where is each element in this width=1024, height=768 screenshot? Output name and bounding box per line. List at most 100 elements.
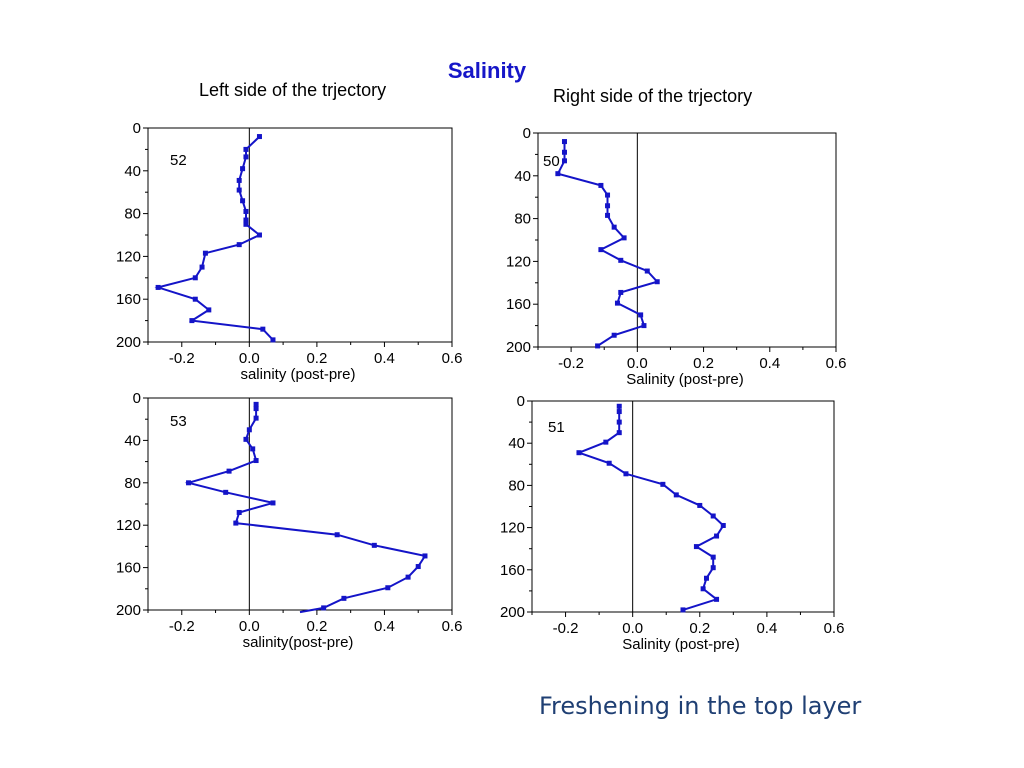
data-point	[611, 332, 617, 338]
data-point	[199, 264, 205, 270]
data-point	[714, 596, 720, 602]
data-point	[561, 139, 567, 145]
data-point	[385, 585, 391, 591]
data-point	[605, 203, 611, 209]
y-tick-label: 80	[124, 475, 141, 492]
data-point	[243, 217, 249, 223]
data-point	[243, 436, 249, 442]
data-point	[710, 554, 716, 560]
x-tick-label: 0.0	[239, 618, 260, 635]
station-label: 52	[170, 152, 187, 169]
y-tick-label: 80	[124, 206, 141, 223]
data-point	[243, 208, 249, 214]
chart-53: 0 40 80 120 160 200 -0.2 0.0 0.2 0.4 0.6 salinity(p…	[116, 390, 462, 651]
right-side-heading: Right side of the trjectory	[553, 86, 753, 106]
data-point	[720, 522, 726, 528]
data-point	[321, 605, 327, 611]
data-point	[680, 607, 686, 613]
chart-52: 0 40 80 120 160 200 -0.2 0.0 0.2 0.4 0.6 salinity (…	[116, 120, 462, 383]
data-point	[236, 242, 242, 248]
series-line	[576, 406, 725, 611]
data-point	[186, 480, 192, 486]
data-point	[192, 275, 198, 281]
y-tick-label: 40	[124, 163, 141, 180]
station-label: 53	[170, 413, 187, 430]
x-tick-label: 0.4	[759, 355, 780, 372]
data-point	[422, 553, 428, 559]
data-point	[236, 177, 242, 183]
y-tick-label: 200	[116, 334, 141, 351]
x-tick-label: 0.0	[622, 620, 643, 637]
data-point	[253, 458, 259, 464]
data-point	[415, 564, 421, 570]
series-line	[556, 141, 660, 347]
data-point	[595, 343, 601, 349]
x-tick-label: 0.6	[442, 350, 463, 367]
data-point	[700, 586, 706, 592]
y-tick-label: 40	[124, 432, 141, 449]
data-point	[226, 468, 232, 474]
x-tick-label: 0.6	[442, 618, 463, 635]
x-axis-label: salinity (post-pre)	[240, 366, 355, 383]
data-point	[334, 532, 340, 538]
data-point	[189, 318, 195, 324]
data-point	[555, 171, 561, 177]
data-point	[616, 403, 622, 409]
data-point	[246, 427, 252, 433]
data-point	[618, 289, 624, 295]
data-point	[714, 533, 720, 539]
data-point	[605, 212, 611, 218]
data-point	[206, 307, 212, 313]
x-tick-label: 0.6	[824, 620, 845, 637]
y-tick-label: 0	[133, 390, 141, 407]
plot-frame	[537, 132, 837, 348]
data-point	[270, 500, 276, 506]
x-tick-label: 0.4	[374, 618, 395, 635]
x-tick-label: -0.2	[169, 350, 195, 367]
y-tick-label: 120	[116, 517, 141, 534]
data-point	[616, 409, 622, 415]
chart-50: 0 40 80 120 160 200 -0.2 0.0 0.2 0.4 0.6 Salinity (…	[506, 125, 846, 388]
data-point	[202, 250, 208, 256]
data-point	[256, 232, 262, 238]
y-tick-label: 40	[514, 168, 531, 185]
x-tick-label: 0.2	[689, 620, 710, 637]
y-tick-label: 40	[508, 435, 525, 452]
data-point	[660, 481, 666, 487]
data-point	[240, 198, 246, 204]
data-point	[673, 492, 679, 498]
x-tick-label: -0.2	[553, 620, 579, 637]
y-tick-label: 200	[500, 604, 525, 621]
data-point	[155, 284, 161, 290]
y-tick-label: 120	[506, 253, 531, 270]
plot-frame	[147, 127, 453, 343]
x-axis-label: Salinity (post-pre)	[626, 371, 744, 388]
data-point	[616, 419, 622, 425]
plot-frame	[531, 400, 835, 613]
data-point	[703, 575, 709, 581]
data-point	[603, 439, 609, 445]
y-tick-label: 160	[506, 296, 531, 313]
x-tick-label: 0.0	[239, 350, 260, 367]
footer-note: Freshening in the top layer	[539, 692, 862, 720]
station-label: 51	[548, 419, 565, 436]
y-tick-label: 160	[500, 562, 525, 579]
data-point	[243, 154, 249, 160]
data-point	[243, 146, 249, 152]
data-point	[270, 337, 276, 343]
data-point	[641, 323, 647, 329]
data-point	[260, 326, 266, 332]
data-point	[405, 574, 411, 580]
chart-51: 0 40 80 120 160 200 -0.2 0.0 0.2 0.4 0.6 Salinity (…	[500, 393, 844, 653]
data-point	[371, 542, 377, 548]
x-tick-label: 0.4	[756, 620, 777, 637]
series-line	[184, 404, 427, 614]
x-tick-label: 0.6	[826, 355, 847, 372]
data-point	[611, 224, 617, 230]
x-tick-label: 0.2	[693, 355, 714, 372]
y-tick-label: 0	[517, 393, 525, 410]
data-point	[638, 312, 644, 318]
data-point	[256, 134, 262, 140]
data-point	[236, 187, 242, 193]
